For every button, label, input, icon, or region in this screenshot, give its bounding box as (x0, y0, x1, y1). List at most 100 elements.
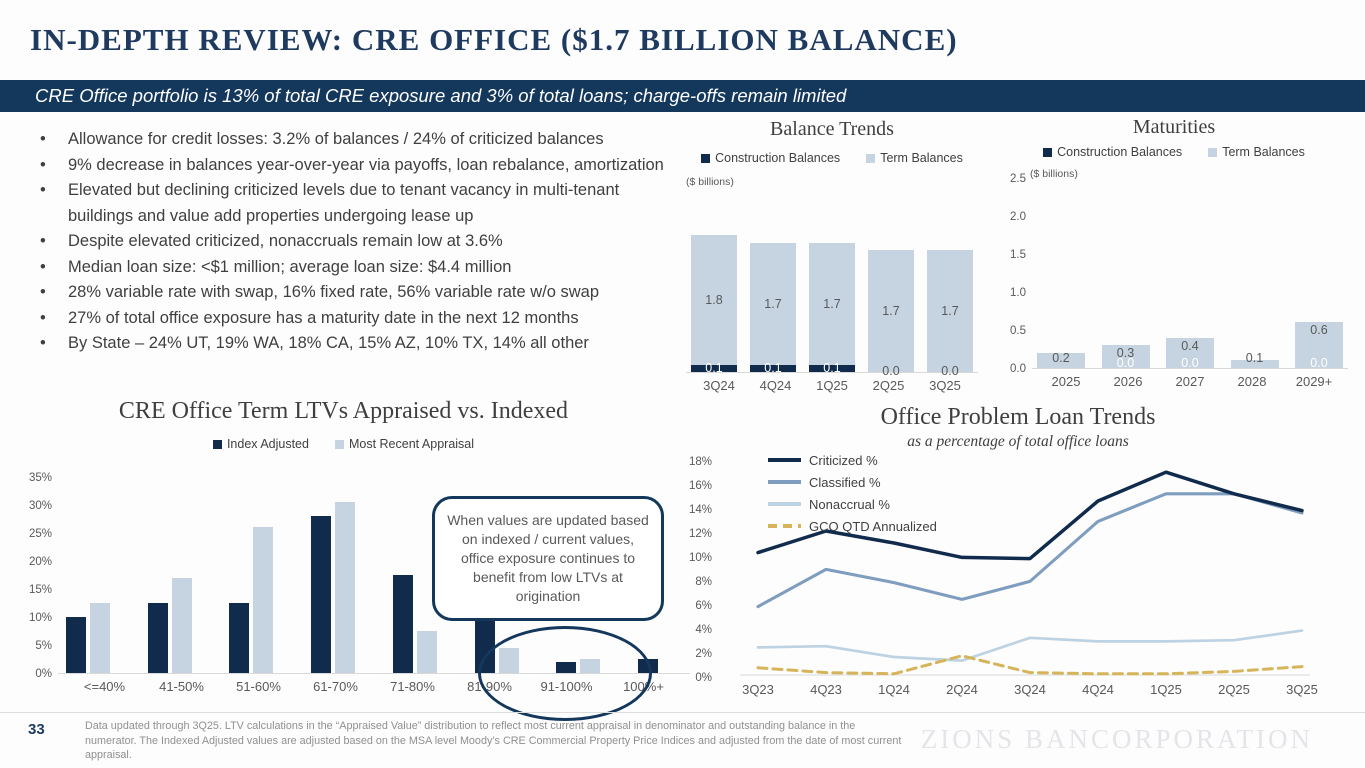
bullet-item: • By State – 24% UT, 19% WA, 18% CA, 15% … (40, 331, 678, 357)
legend-item: Term Balances (1208, 145, 1305, 159)
maturities-legend: Construction Balances Term Balances (1000, 145, 1348, 159)
x-axis-label: 61-70% (313, 679, 358, 694)
bar (90, 603, 110, 673)
x-axis-label: 2Q25 (872, 378, 905, 393)
page-title: IN-DEPTH REVIEW: CRE OFFICE ($1.7 BILLIO… (30, 22, 958, 57)
problem-loan-title: Office Problem Loan Trends (880, 404, 1156, 430)
bar-value-label: 1.7 (941, 304, 959, 318)
y-axis-label: 8% (695, 576, 712, 588)
term-segment (691, 235, 737, 365)
y-axis-label: 10% (28, 612, 52, 624)
x-axis-label: 41-50% (159, 679, 204, 694)
bar-value-label: 0.6 (1310, 323, 1328, 337)
bar (66, 617, 86, 673)
maturities-plot: 0.2 0.3 0.0 0.4 0.0 0.1 0.6 0.0 (1032, 178, 1348, 370)
bullet-item: • 9% decrease in balances year-over-year … (40, 153, 678, 179)
stacked-bar: 0.3 0.0 (1101, 345, 1150, 370)
bullet-icon: • (40, 283, 46, 301)
term-segment (809, 243, 855, 365)
stacked-bar: 1.7 0.1 (809, 243, 855, 375)
y-axis-label: 10% (688, 552, 712, 564)
x-axis-label: 2Q25 (1218, 682, 1250, 697)
bullet-item: • Elevated but declining criticized level… (40, 178, 678, 229)
footer-divider (0, 712, 1365, 713)
x-axis-label: 1Q25 (1150, 682, 1182, 697)
bar (147, 603, 168, 673)
units-label: ($ billions) (686, 176, 734, 188)
bullet-text: 28% variable rate with swap, 16% fixed r… (68, 283, 600, 301)
y-axis-label: 20% (28, 556, 52, 568)
callout-box: When values are updated based on indexed… (432, 496, 664, 621)
bullet-text: 27% of total office exposure has a matur… (68, 308, 579, 327)
construction-segment (809, 365, 855, 372)
bullet-text: Despite elevated criticized, nonaccruals… (68, 232, 503, 250)
bar-value-label: 0.0 (941, 364, 959, 378)
bar-value-label: 0.1 (823, 360, 841, 375)
x-axis-label: 4Q24 (759, 378, 792, 393)
bullet-icon: • (40, 130, 46, 148)
bullet-list: • Allowance for credit losses: 3.2% of ba… (40, 127, 678, 357)
term-segment (927, 250, 973, 372)
term-swatch-icon (1208, 147, 1218, 157)
maturities-x-axis: 2025 2026 2027 2028 2029+ (1032, 374, 1348, 389)
term-segment (1295, 322, 1343, 368)
bar-value-label: 0.1 (764, 360, 782, 375)
legend-item: Classified % (768, 471, 937, 493)
classified-line-icon (768, 480, 801, 484)
classified--line (756, 492, 1304, 609)
y-axis-label: 6% (695, 600, 712, 612)
legend-item: Index Adjusted (212, 437, 309, 451)
bullet-item: • Median loan size: <$1 million; average … (40, 255, 678, 281)
x-axis-label: 51-60% (236, 679, 281, 694)
legend-item: Most Recent Appraisal (334, 437, 474, 451)
maturities-y-axis: 0.0 0.5 1.0 1.5 2.0 2.5 (1000, 173, 1032, 375)
bullet-text: By State – 24% UT, 19% WA, 18% CA, 15% A… (68, 334, 589, 352)
bar-zero-label: 0.0 (1116, 356, 1135, 370)
bullet-text: 9% decrease in balances year-over-year v… (68, 155, 664, 174)
index-adjusted-swatch-icon (212, 439, 222, 449)
bullet-text: Elevated but declining criticized levels… (68, 181, 620, 225)
bar-zero-label: 0.0 (1181, 356, 1199, 370)
stacked-bar: 0.1 (1230, 351, 1279, 368)
subtitle-banner-text: CRE Office portfolio is 13% of total CRE… (35, 85, 847, 106)
bar (171, 578, 192, 673)
x-axis-label: 4Q23 (810, 682, 842, 697)
bar-group (66, 603, 110, 673)
x-axis-label: 4Q24 (1082, 682, 1114, 697)
criticized--line (756, 470, 1304, 561)
construction-segment (691, 365, 737, 372)
problem-loan-legend: Criticized % Classified % Nonaccrual % G… (768, 449, 937, 537)
bar-value-label: 0.1 (1245, 351, 1264, 365)
bar-value-label: 1.7 (823, 297, 841, 311)
construction-swatch-icon (701, 153, 711, 163)
legend-item: Criticized % (768, 449, 937, 471)
bar (253, 527, 274, 673)
company-watermark-logo: ZIONS BANCORPORATION (920, 724, 1313, 754)
y-axis-label: 12% (688, 528, 712, 540)
x-axis-label: <=40% (83, 679, 126, 694)
nonaccrual--line (756, 629, 1304, 662)
stacked-bar: 1.7 0.1 (750, 243, 796, 375)
highlight-ellipse (478, 626, 652, 721)
x-axis-label: 71-80% (390, 679, 435, 694)
y-axis-label: 0.5 (1010, 325, 1026, 337)
x-axis-label: 3Q25 (929, 378, 961, 393)
legend-item: Nonaccrual % (768, 493, 937, 515)
stacked-bar: 0.4 0.0 (1166, 338, 1214, 370)
legend-item: Term Balances (866, 151, 963, 165)
bar-group (147, 578, 192, 673)
footnote: Data updated through 3Q25. LTV calculati… (85, 720, 902, 761)
stacked-bar: 0.6 0.0 (1295, 322, 1343, 370)
legend-item: GCO QTD Annualized (768, 515, 937, 537)
y-axis-label: 4% (695, 624, 712, 636)
y-axis-label: 14% (688, 504, 712, 516)
bar-value-label: 0.0 (882, 364, 900, 378)
term-segment (1037, 353, 1085, 368)
construction-swatch-icon (1043, 147, 1053, 157)
bar-value-label: 1.7 (764, 297, 782, 311)
problem-loan-x-axis: 3Q23 4Q23 1Q24 2Q24 3Q24 4Q24 1Q25 2Q25 3Q25 (718, 682, 1318, 700)
x-axis-label: 3Q24 (1014, 682, 1046, 697)
ltv-title: CRE Office Term LTVs Appraised vs. Index… (118, 398, 569, 424)
page-number: 33 (28, 721, 45, 738)
y-axis-label: 25% (28, 528, 52, 540)
